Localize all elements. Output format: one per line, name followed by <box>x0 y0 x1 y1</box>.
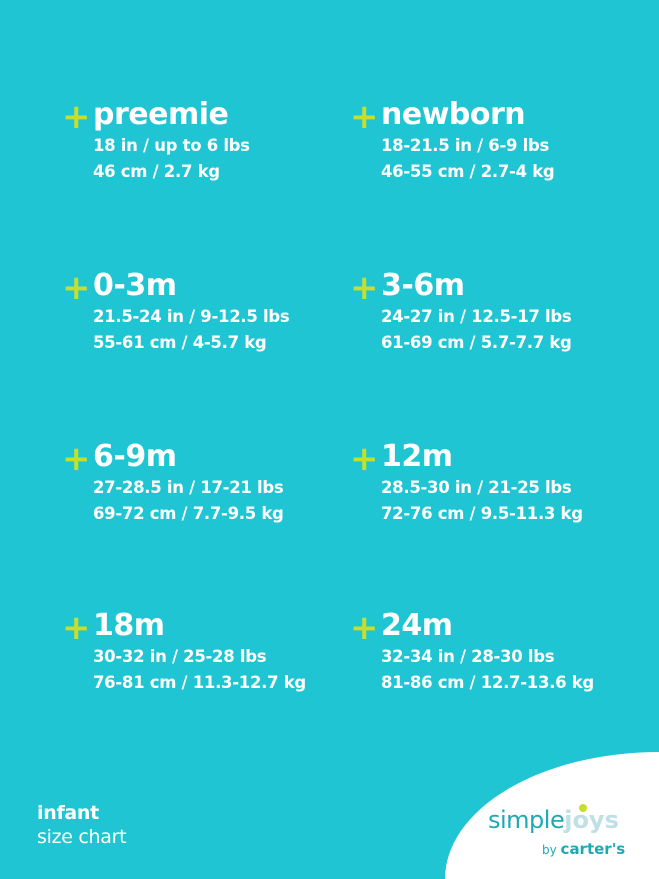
size-imperial: 24-27 in / 12.5-17 lbs <box>381 307 572 326</box>
size-metric: 76-81 cm / 11.3-12.7 kg <box>93 673 306 692</box>
logo-by: by <box>542 843 557 857</box>
plus-icon: + <box>350 439 379 479</box>
size-metric: 55-61 cm / 4-5.7 kg <box>93 333 267 352</box>
logo-by-carters: by carter's <box>542 840 625 858</box>
size-name: 6-9m <box>93 439 177 474</box>
size-metric: 46 cm / 2.7 kg <box>93 162 220 181</box>
size-name: newborn <box>381 97 526 132</box>
plus-icon: + <box>350 268 379 308</box>
size-imperial: 21.5-24 in / 9-12.5 lbs <box>93 307 290 326</box>
plus-icon: + <box>62 439 91 479</box>
size-imperial: 27-28.5 in / 17-21 lbs <box>93 478 284 497</box>
size-metric: 46-55 cm / 2.7-4 kg <box>381 162 555 181</box>
size-metric: 61-69 cm / 5.7-7.7 kg <box>381 333 572 352</box>
caption-size-chart: size chart <box>37 826 127 848</box>
size-name: 12m <box>381 439 453 474</box>
size-name: 18m <box>93 608 165 643</box>
chart-caption: infant size chart <box>37 801 127 849</box>
size-metric: 72-76 cm / 9.5-11.3 kg <box>381 504 583 523</box>
plus-icon: + <box>350 608 379 648</box>
size-imperial: 18-21.5 in / 6-9 lbs <box>381 136 550 155</box>
logo-dot-icon <box>579 804 587 812</box>
plus-icon: + <box>62 608 91 648</box>
size-imperial: 30-32 in / 25-28 lbs <box>93 647 267 666</box>
plus-icon: + <box>62 97 91 137</box>
size-imperial: 32-34 in / 28-30 lbs <box>381 647 555 666</box>
simple-joys-logo: simplejoys by carter's <box>488 804 656 858</box>
caption-infant: infant <box>37 802 99 824</box>
logo-brand: carter's <box>560 840 626 858</box>
plus-icon: + <box>62 268 91 308</box>
size-imperial: 28.5-30 in / 21-25 lbs <box>381 478 572 497</box>
size-metric: 81-86 cm / 12.7-13.6 kg <box>381 673 594 692</box>
size-imperial: 18 in / up to 6 lbs <box>93 136 250 155</box>
size-name: 3-6m <box>381 268 465 303</box>
logo-simple: simple <box>488 806 565 834</box>
size-name: 0-3m <box>93 268 177 303</box>
plus-icon: + <box>350 97 379 137</box>
size-name: 24m <box>381 608 453 643</box>
size-name: preemie <box>93 97 229 132</box>
size-metric: 69-72 cm / 7.7-9.5 kg <box>93 504 284 523</box>
logo-joys: joys <box>564 806 619 834</box>
